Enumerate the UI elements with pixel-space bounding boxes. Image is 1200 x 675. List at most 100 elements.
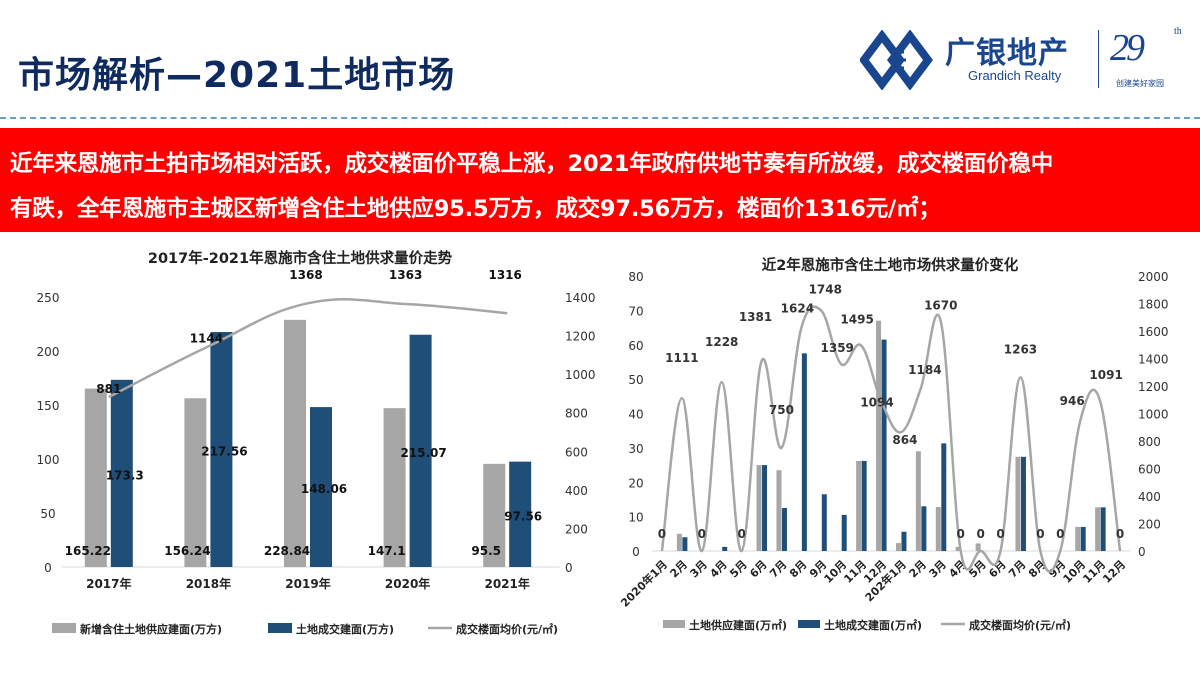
deal-bar <box>1020 456 1026 551</box>
logo-emblem-icon <box>860 30 933 90</box>
logo-divider <box>1098 30 1099 88</box>
deal-bar <box>841 514 847 551</box>
chart-title: 2017年-2021年恩施市含住土地供求量价走势 <box>148 249 453 267</box>
left-axis-tick: 150 <box>37 399 60 413</box>
supply-bar <box>915 451 921 551</box>
supply-bar <box>975 543 981 551</box>
right-axis-tick: 600 <box>1138 463 1161 477</box>
price-value-label: 1381 <box>739 310 772 324</box>
page-title: 市场解析—2021土地市场 <box>18 55 456 96</box>
left-axis-tick: 50 <box>628 373 643 387</box>
left-axis-tick: 70 <box>628 304 643 318</box>
price-value-label: 1670 <box>924 298 957 312</box>
price-value-label: 0 <box>698 527 706 541</box>
supply-bar <box>284 319 306 567</box>
supply-value-label: 95.5 <box>471 544 501 558</box>
deal-bar <box>901 531 907 551</box>
supply-bar <box>184 398 207 567</box>
x-axis-month: 5月 <box>727 558 749 580</box>
supply-bar <box>955 546 961 551</box>
price-line <box>660 305 1122 573</box>
deal-bar <box>881 339 887 551</box>
right-axis-tick: 1000 <box>1138 408 1169 422</box>
right-axis-tick: 0 <box>1138 545 1146 559</box>
deal-bar <box>801 353 807 551</box>
x-axis-category: 2020年 <box>385 576 430 591</box>
deal-bar <box>821 494 827 551</box>
x-axis-month: 7月 <box>1006 558 1028 580</box>
left-axis-tick: 250 <box>37 291 60 305</box>
left-axis-tick: 80 <box>628 270 643 284</box>
left-axis-tick: 40 <box>628 408 643 422</box>
supply-bar <box>776 470 782 551</box>
legend-deal-swatch <box>268 623 292 633</box>
price-line <box>108 297 508 399</box>
right-axis-tick: 0 <box>565 561 573 575</box>
right-axis-tick: 1200 <box>565 330 596 344</box>
price-value-label: 864 <box>892 433 917 447</box>
deal-bar <box>1100 507 1106 551</box>
deal-bar <box>310 407 332 567</box>
price-value-label: 0 <box>996 527 1004 541</box>
supply-bar <box>1075 526 1081 551</box>
deal-bar <box>781 508 787 551</box>
right-axis-tick: 200 <box>565 522 588 536</box>
supply-bar <box>1095 507 1101 551</box>
price-value-label: 0 <box>1116 527 1124 541</box>
logo-slogan: 创建美好家园 <box>1116 79 1164 88</box>
deal-bar <box>921 506 927 551</box>
supply-bar <box>1015 456 1021 551</box>
x-axis-month: 4月 <box>707 558 729 580</box>
legend-deal-label: 土地成交建面(万方) <box>296 622 394 636</box>
legend-price-label: 成交楼面均价(元/㎡) <box>969 618 1071 632</box>
x-axis-month: 2月 <box>907 558 929 580</box>
x-axis-month: 8月 <box>787 558 809 580</box>
left-axis-tick: 20 <box>628 476 643 490</box>
supply-value-label: 156.24 <box>164 544 210 558</box>
deal-bar <box>941 443 947 551</box>
supply-bar <box>876 320 882 551</box>
price-value-label: 1228 <box>705 335 738 349</box>
price-value-label: 1748 <box>809 283 842 297</box>
annual-land-chart: 2017年-2021年恩施市含住土地供求量价走势 0 50 100 150 200 250 0… <box>37 249 596 636</box>
deal-bar <box>210 332 233 567</box>
deal-bar <box>682 537 688 551</box>
chart-title: 近2年恩施市含住土地市场供求量价变化 <box>762 256 1019 274</box>
right-axis-tick: 1200 <box>1138 380 1169 394</box>
price-value-label: 1263 <box>1004 342 1037 356</box>
x-axis-month: 2月 <box>668 558 690 580</box>
deal-value-label: 217.56 <box>201 445 247 459</box>
supply-bar <box>856 460 862 551</box>
price-value-label: 946 <box>1060 394 1085 408</box>
deal-bar <box>409 334 432 567</box>
price-value-label: 1111 <box>665 351 698 365</box>
supply-bar <box>483 463 506 567</box>
price-value-label: 1624 <box>781 302 814 316</box>
deal-bar <box>110 379 133 567</box>
deal-value-label: 173.3 <box>106 468 144 482</box>
right-axis-tick: 400 <box>565 484 588 498</box>
x-axis-month: 6月 <box>747 558 769 580</box>
price-value-label: 1363 <box>389 268 422 282</box>
monthly-land-chart: 近2年恩施市含住土地市场供求量价变化0102030405060708002004… <box>618 256 1169 632</box>
price-value-label: 1094 <box>860 396 893 410</box>
price-value-label: 0 <box>658 527 666 541</box>
supply-bar <box>676 533 682 551</box>
x-axis-category: 2017年 <box>86 576 131 591</box>
price-value-label: 750 <box>769 403 794 417</box>
left-axis-tick: 0 <box>632 545 640 559</box>
price-value-label: 1184 <box>908 363 941 377</box>
price-value-label: 881 <box>96 382 121 396</box>
price-value-label: 0 <box>1036 527 1044 541</box>
supply-value-label: 147.1 <box>368 544 406 558</box>
deal-bar <box>1080 526 1086 551</box>
x-axis-category: 2018年 <box>186 576 231 591</box>
price-value-label: 1091 <box>1089 368 1122 382</box>
right-axis-tick: 600 <box>565 445 588 459</box>
price-value-label: 0 <box>737 527 745 541</box>
left-axis-tick: 30 <box>628 442 643 456</box>
legend-supply-swatch <box>52 623 76 633</box>
x-axis-category: 2021年 <box>484 576 529 591</box>
right-axis-tick: 1400 <box>1138 353 1169 367</box>
legend-supply-label: 新增含住土地供应建面(万方) <box>80 622 222 636</box>
